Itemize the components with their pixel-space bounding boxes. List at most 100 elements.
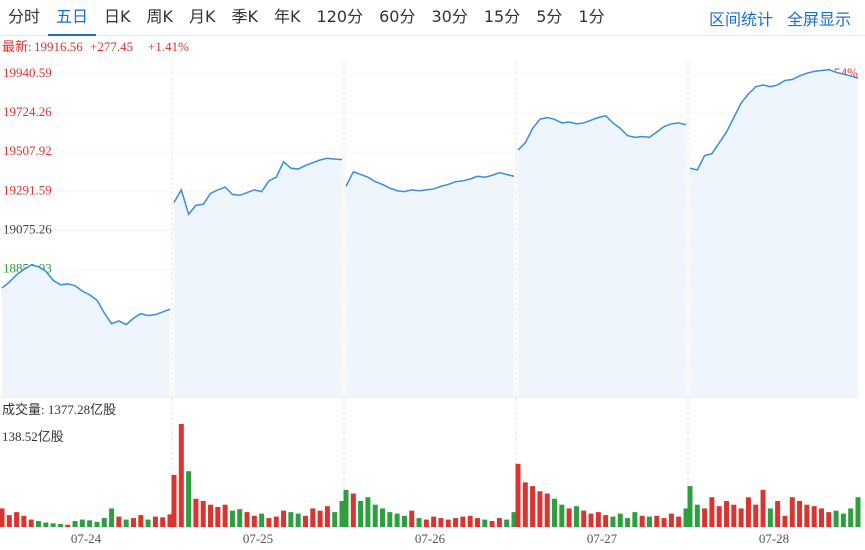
volume-bar (694, 504, 700, 527)
volume-bar (178, 424, 184, 527)
volume-bar (21, 515, 27, 527)
volume-bar (603, 515, 609, 527)
tab[interactable]: 五日 (48, 0, 97, 36)
volume-bar (767, 508, 773, 527)
volume-bar (79, 519, 85, 527)
volume-bar (782, 515, 788, 527)
price-line (689, 68, 859, 171)
volume-bar (760, 489, 766, 527)
volume-bar (186, 471, 192, 527)
volume-bar (145, 519, 151, 527)
volume-bar (288, 512, 294, 527)
volume-bar (266, 518, 272, 527)
tab[interactable]: 分时 (8, 6, 41, 26)
volume-bar (281, 510, 287, 527)
volume-bar (152, 516, 158, 527)
x-tick-label: 07-26 (415, 531, 446, 546)
price-area (174, 158, 342, 396)
volume-bar (394, 513, 400, 527)
volume-bar (295, 513, 301, 527)
volume-bar (482, 519, 488, 527)
volume-bar (14, 512, 20, 527)
volume-bar (581, 510, 587, 527)
volume-bar (167, 514, 173, 527)
volume-bar (116, 516, 122, 527)
volume-bar (709, 497, 715, 527)
volume-bar (588, 513, 594, 527)
volume-bar (687, 486, 693, 527)
volume-bar (797, 500, 803, 527)
volume-bar (504, 519, 510, 527)
volume-bar (745, 497, 751, 527)
tab[interactable]: 周K (146, 6, 174, 26)
volume-bar (0, 508, 5, 527)
volume-bar (489, 521, 495, 527)
volume-bar (222, 504, 228, 527)
y-tick-label: 19940.59 (3, 65, 52, 80)
volume-bar (302, 515, 308, 527)
volume-bar (818, 508, 824, 527)
link[interactable]: 全屏显示 (786, 9, 851, 29)
price-line (517, 114, 687, 151)
tab[interactable]: 15分 (483, 6, 521, 26)
price-line (345, 170, 515, 193)
volume-bar (855, 497, 861, 527)
y-tick-label: 19291.59 (3, 182, 52, 197)
price-line (173, 157, 343, 216)
volume-bar (310, 508, 316, 527)
volume-bar (511, 512, 517, 527)
volume-bar (496, 518, 502, 527)
x-tick-label: 07-28 (759, 531, 789, 546)
volume-bar (789, 497, 795, 527)
tab[interactable]: 年K (274, 6, 301, 26)
tab[interactable]: 1分 (578, 6, 605, 26)
volume-bar (6, 515, 12, 527)
tab[interactable]: 60分 (379, 6, 416, 26)
x-tick-label: 07-25 (243, 531, 273, 546)
volume-bar (566, 508, 572, 527)
volume-bar (372, 504, 378, 527)
y-tick-label: 19724.26 (3, 104, 52, 119)
volume-bar (738, 508, 744, 527)
tab[interactable]: 120分 (316, 6, 364, 26)
volume-bar (573, 506, 579, 527)
volume-bar (632, 512, 638, 527)
tab-bar: 分时 五日 日K 周K 月K 季K 年K 120分 60分 30分 15分 5分 1分 区间统计 全屏显示 (0, 0, 865, 36)
link[interactable]: 区间统计 (708, 9, 773, 29)
volume-bar (87, 520, 93, 527)
volume-bar (683, 508, 689, 527)
volume-bar (409, 510, 415, 527)
volume-bar (753, 504, 759, 527)
tab[interactable]: 日K (104, 6, 131, 26)
volume-bar (639, 515, 645, 527)
volume-bar (358, 500, 364, 527)
volume-bar (416, 518, 422, 527)
y-tick-label: 19507.92 (3, 143, 52, 158)
volume-bar (438, 518, 444, 527)
volume-bar (474, 518, 480, 527)
volume-bar (324, 506, 330, 527)
tab[interactable]: 30分 (431, 6, 468, 26)
volume-bar (387, 512, 393, 527)
volume-bar (50, 523, 56, 527)
volume-bar (848, 508, 854, 527)
header-change_pct: +1.41% (148, 39, 189, 54)
tab[interactable]: 季K (231, 6, 259, 26)
price-area (2, 264, 170, 396)
volume-title: 成交量: 1377.28亿股 (2, 402, 116, 417)
volume-bar (94, 521, 100, 527)
volume-bar (617, 513, 623, 527)
volume-bar (811, 506, 817, 527)
header-label: 最新: (2, 39, 32, 54)
volume-bar (229, 510, 235, 527)
volume-bar (431, 516, 437, 527)
volume-bar (317, 510, 323, 527)
tab[interactable]: 5分 (536, 6, 563, 26)
volume-bar (646, 516, 652, 527)
x-tick-label: 07-27 (587, 531, 618, 546)
volume-bar (515, 463, 521, 527)
volume-bar (731, 504, 737, 527)
volume-bar (775, 500, 781, 527)
volume-bar (208, 504, 214, 527)
tab[interactable]: 月K (189, 6, 216, 26)
